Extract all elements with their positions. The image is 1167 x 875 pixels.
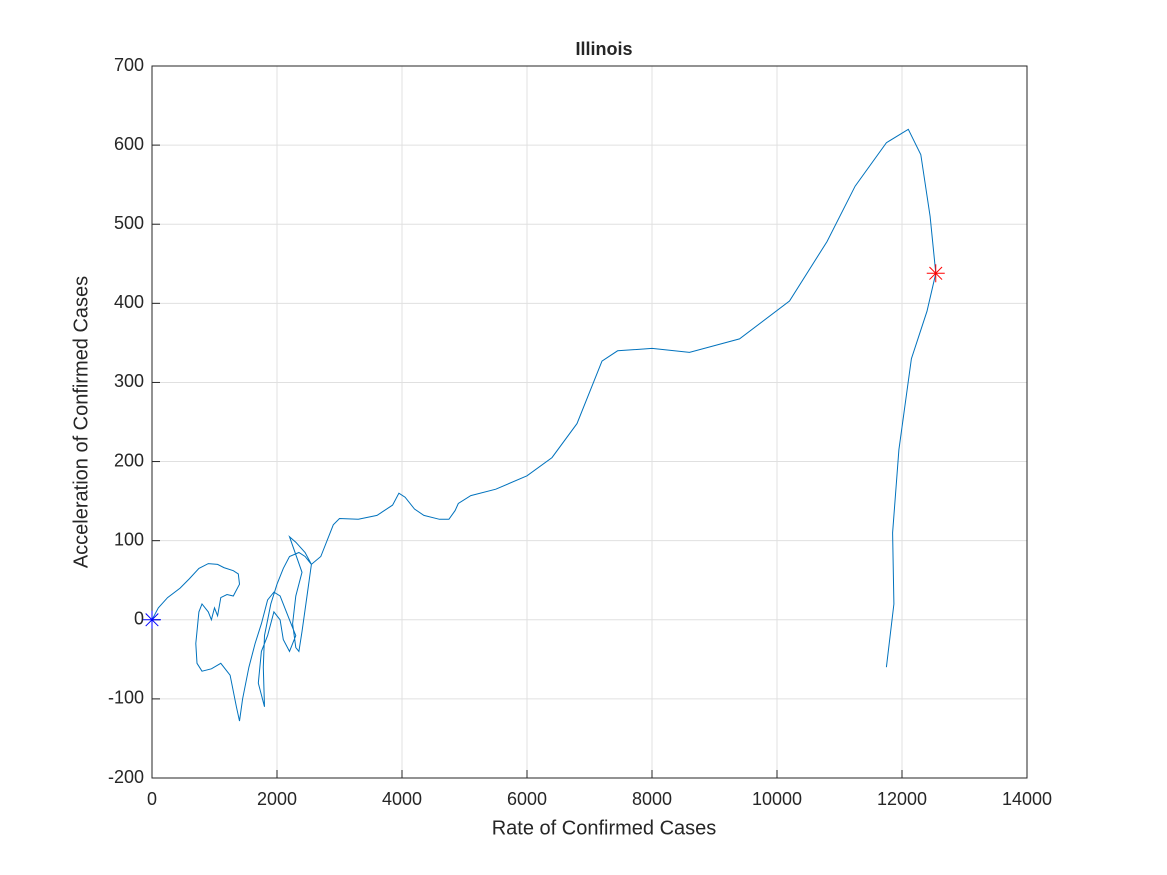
x-tick-label: 6000 xyxy=(507,789,547,809)
y-tick-label: -200 xyxy=(108,767,144,787)
y-tick-label: 700 xyxy=(114,55,144,75)
axes-box xyxy=(151,65,1028,779)
x-tick-label: 8000 xyxy=(632,789,672,809)
y-tick-label: 500 xyxy=(114,213,144,233)
y-tick-label: 600 xyxy=(114,134,144,154)
data-line xyxy=(151,128,937,722)
x-tick-label: 0 xyxy=(147,789,157,809)
chart-title: Illinois xyxy=(575,39,632,59)
y-tick-label: 100 xyxy=(114,529,144,549)
y-tick-label: 0 xyxy=(134,609,144,629)
y-tick-label: 200 xyxy=(114,450,144,470)
x-tick-label: 12000 xyxy=(877,789,927,809)
y-tick-label: -100 xyxy=(108,688,144,708)
x-tick-label: 2000 xyxy=(257,789,297,809)
y-axis-label: Acceleration of Confirmed Cases xyxy=(70,276,92,568)
y-tick-label: 300 xyxy=(114,371,144,391)
y-tick-label: 400 xyxy=(114,292,144,312)
star-marker xyxy=(143,610,161,629)
marker-stroke xyxy=(929,266,943,280)
marker-stroke xyxy=(145,613,159,627)
star-marker xyxy=(926,264,945,283)
x-tick-label: 4000 xyxy=(382,789,422,809)
x-tick-label: 10000 xyxy=(752,789,802,809)
x-tick-label: 14000 xyxy=(1002,789,1052,809)
x-axis-label: Rate of Confirmed Cases xyxy=(492,817,717,839)
